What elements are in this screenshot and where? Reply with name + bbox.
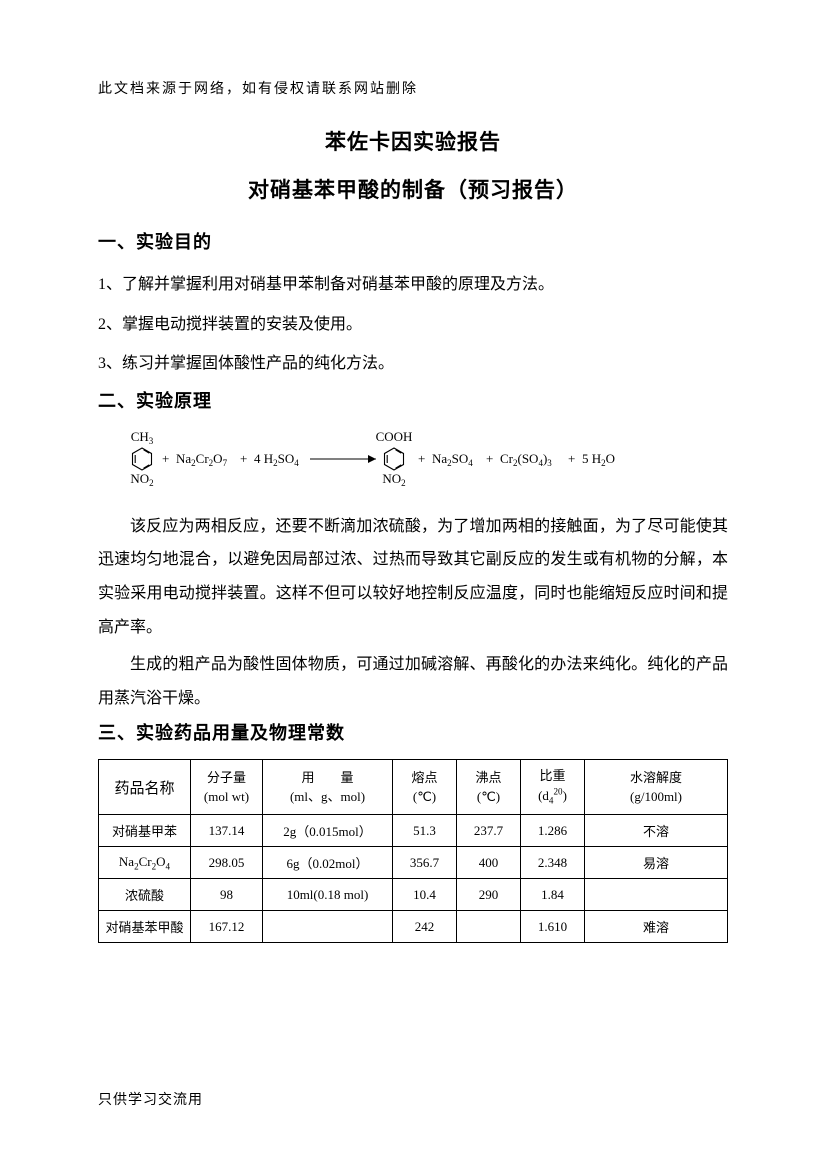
sec2-heading: 二、实验原理 xyxy=(98,387,728,413)
th-bp-l1: 沸点 xyxy=(475,770,501,785)
table-row: Na2Cr2O4 298.05 6g（0.02mol） 356.7 400 2.… xyxy=(99,847,728,879)
cell-bp: 237.7 xyxy=(457,815,521,847)
th-density-l1: 比重 xyxy=(539,768,565,783)
th-molwt-l1: 分子量 xyxy=(207,770,246,785)
th-mp: 熔点 (℃) xyxy=(393,760,457,815)
th-sol-l1: 水溶解度 xyxy=(630,770,682,785)
th-sol-l2: (g/100ml) xyxy=(630,789,682,804)
table-row: 浓硫酸 98 10ml(0.18 mol) 10.4 290 1.84 xyxy=(99,879,728,911)
cell-name: 对硝基苯甲酸 xyxy=(99,911,191,943)
cell-name: Na2Cr2O4 xyxy=(99,847,191,879)
table-body: 对硝基甲苯 137.14 2g（0.015mol） 51.3 237.7 1.2… xyxy=(99,815,728,943)
plus-4: + xyxy=(486,451,493,466)
sec1-item2: 2、掌握电动搅拌装置的安装及使用。 xyxy=(98,308,728,342)
th-mp-l1: 熔点 xyxy=(411,770,437,785)
cell-density: 1.286 xyxy=(521,815,585,847)
cell-usage: 10ml(0.18 mol) xyxy=(263,879,393,911)
product-cr2so43: Cr2(SO4)3 xyxy=(500,451,552,468)
cell-usage: 6g（0.02mol） xyxy=(263,847,393,879)
reagent-na2cr2o7: Na2Cr2O7 xyxy=(176,451,228,468)
th-molwt-l2: (mol wt) xyxy=(204,789,249,804)
th-density-l2: (d420) xyxy=(538,788,567,803)
sec3-heading: 三、实验药品用量及物理常数 xyxy=(98,719,728,745)
cell-sol: 难溶 xyxy=(585,911,728,943)
plus-1: + xyxy=(162,451,169,466)
th-bp: 沸点 (℃) xyxy=(457,760,521,815)
table-row: 对硝基苯甲酸 167.12 242 1.610 难溶 xyxy=(99,911,728,943)
sec1-item1: 1、了解并掌握利用对硝基甲苯制备对硝基苯甲酸的原理及方法。 xyxy=(98,268,728,302)
th-usage: 用 量 (ml、g、mol) xyxy=(263,760,393,815)
cell-molwt: 137.14 xyxy=(191,815,263,847)
cell-density: 1.84 xyxy=(521,879,585,911)
cell-sol xyxy=(585,879,728,911)
th-density: 比重 (d420) xyxy=(521,760,585,815)
cell-mp: 242 xyxy=(393,911,457,943)
th-mp-l2: (℃) xyxy=(413,789,436,804)
product-na2so4: Na2SO4 xyxy=(432,451,473,468)
cell-mp: 356.7 xyxy=(393,847,457,879)
th-usage-l1: 用 量 xyxy=(301,770,353,785)
plus-5: + xyxy=(568,451,575,466)
th-sol: 水溶解度 (g/100ml) xyxy=(585,760,728,815)
th-bp-l2: (℃) xyxy=(477,789,500,804)
title-main: 苯佐卡因实验报告 xyxy=(98,126,728,156)
table-row: 对硝基甲苯 137.14 2g（0.015mol） 51.3 237.7 1.2… xyxy=(99,815,728,847)
table-header-row: 药品名称 分子量 (mol wt) 用 量 (ml、g、mol) 熔点 (℃) … xyxy=(99,760,728,815)
th-molwt: 分子量 (mol wt) xyxy=(191,760,263,815)
cell-bp: 400 xyxy=(457,847,521,879)
cell-sol: 易溶 xyxy=(585,847,728,879)
cell-density: 1.610 xyxy=(521,911,585,943)
plus-3: + xyxy=(418,451,425,466)
cell-bp xyxy=(457,911,521,943)
cell-bp: 290 xyxy=(457,879,521,911)
sec2-para1: 该反应为两相反应，还要不断滴加浓硫酸，为了增加两相的接触面，为了尽可能使其迅速均… xyxy=(98,510,728,644)
product-top-label: COOH xyxy=(376,429,413,444)
product-bottom-label: NO2 xyxy=(382,471,405,488)
cell-usage xyxy=(263,911,393,943)
title-sub: 对硝基苯甲酸的制备（预习报告） xyxy=(98,174,728,204)
reaction-diagram: CH33 NO2 CH3 NO2 + Na2Cr2O7 + 4 H2SO4 CO… xyxy=(128,427,728,496)
reagent-table: 药品名称 分子量 (mol wt) 用 量 (ml、g、mol) 熔点 (℃) … xyxy=(98,759,728,943)
header-note: 此文档来源于网络，如有侵权请联系网站删除 xyxy=(98,78,728,98)
plus-2: + xyxy=(240,451,247,466)
th-usage-l2: (ml、g、mol) xyxy=(290,789,365,804)
sec1-heading: 一、实验目的 xyxy=(98,228,728,254)
cell-mp: 51.3 xyxy=(393,815,457,847)
cell-mp: 10.4 xyxy=(393,879,457,911)
cell-molwt: 167.12 xyxy=(191,911,263,943)
cell-usage: 2g（0.015mol） xyxy=(263,815,393,847)
cell-name: 浓硫酸 xyxy=(99,879,191,911)
reagent-h2so4: 4 H2SO4 xyxy=(254,451,299,468)
sec2-para2: 生成的粗产品为酸性固体物质，可通过加碱溶解、再酸化的办法来纯化。纯化的产品用蒸汽… xyxy=(98,648,728,715)
cell-sol: 不溶 xyxy=(585,815,728,847)
cell-name: 对硝基甲苯 xyxy=(99,815,191,847)
cell-density: 2.348 xyxy=(521,847,585,879)
sec1-item3: 3、练习并掌握固体酸性产品的纯化方法。 xyxy=(98,347,728,381)
cell-molwt: 298.05 xyxy=(191,847,263,879)
cell-molwt: 98 xyxy=(191,879,263,911)
footer-note: 只供学习交流用 xyxy=(98,1089,203,1109)
product-h2o: 5 H2O xyxy=(582,451,615,468)
th-name: 药品名称 xyxy=(99,760,191,815)
